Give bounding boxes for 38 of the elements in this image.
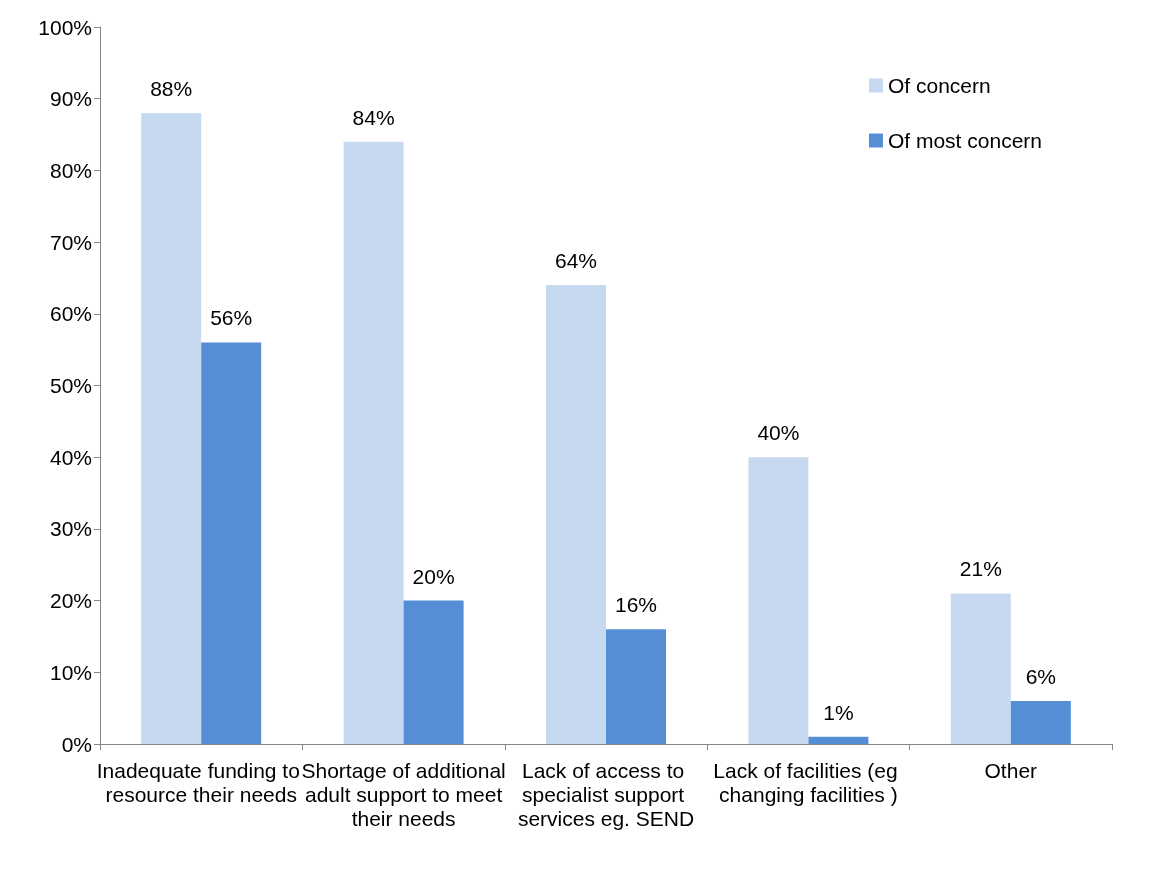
bar — [546, 285, 606, 744]
bar — [201, 342, 262, 744]
data-label: 20% — [412, 564, 455, 588]
y-tick-label: 20% — [49, 589, 92, 613]
bar — [141, 113, 202, 744]
y-tick-label: 50% — [49, 374, 92, 397]
data-label: 88% — [150, 77, 193, 101]
y-tick-label: 80% — [49, 158, 92, 182]
x-tick-label: Shortage of additional adult support to meet their needs — [299, 758, 509, 830]
data-label: 40% — [757, 421, 800, 445]
bar — [606, 629, 666, 744]
y-tick-label: 0% — [61, 732, 92, 756]
bar — [343, 141, 404, 744]
x-tick-label: Inadequate funding to resource their needs — [96, 758, 300, 806]
y-tick-label: 40% — [49, 445, 92, 469]
data-label: 6% — [1025, 664, 1056, 688]
y-tick-label: 90% — [49, 87, 92, 111]
y-tick-label: 70% — [49, 230, 92, 254]
legend-label: Of most concern — [887, 129, 1043, 152]
data-label: 16% — [614, 593, 658, 617]
data-label: 64% — [554, 249, 598, 273]
bar — [1010, 700, 1071, 744]
bar — [748, 457, 809, 744]
x-tick-label: Lack of facilities (eg changing facilities ) — [713, 758, 904, 806]
y-tick-label: 10% — [49, 660, 92, 684]
legend-label: Of concern — [887, 74, 991, 97]
data-label: 84% — [352, 105, 395, 129]
bar — [808, 736, 869, 744]
data-label: 1% — [823, 700, 854, 724]
bar — [950, 593, 1011, 744]
x-tick-label: Lack of access to specialist support services eg. SEND — [517, 758, 695, 830]
data-label: 21% — [959, 557, 1002, 581]
bar — [403, 600, 464, 744]
y-tick-label: 100% — [38, 15, 92, 39]
y-tick-label: 30% — [49, 517, 92, 541]
data-label: 56% — [210, 306, 253, 330]
y-tick-label: 60% — [49, 302, 92, 326]
x-tick-label: Other — [984, 758, 1038, 782]
